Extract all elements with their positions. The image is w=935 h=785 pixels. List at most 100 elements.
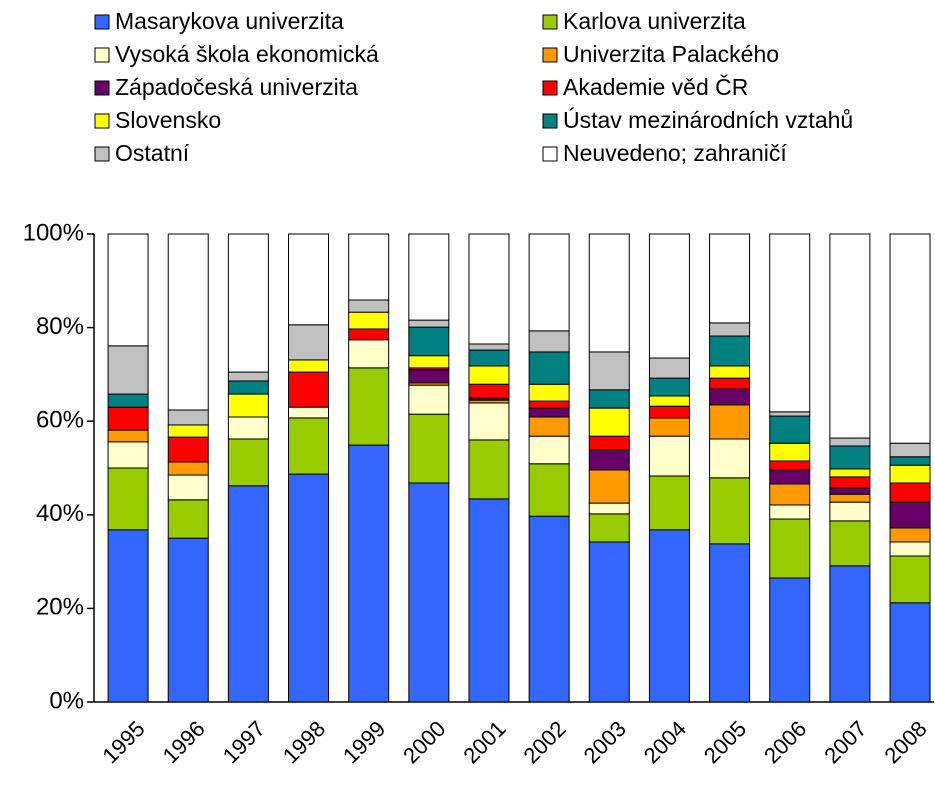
y-tick-label: 80% — [36, 313, 84, 340]
legend-label: Masarykova univerzita — [115, 8, 344, 34]
legend-swatch — [542, 14, 558, 30]
bar-segment — [528, 400, 570, 409]
bar-segment — [829, 501, 871, 522]
bar-segment — [709, 377, 751, 390]
bar-segment — [107, 529, 149, 703]
legend-swatch — [542, 47, 558, 63]
x-tick-label: 2003 — [579, 716, 631, 768]
bar-segment — [227, 233, 269, 373]
bar-segment — [648, 529, 690, 703]
bar-segment — [829, 445, 871, 470]
x-tick-label: 2005 — [699, 716, 751, 768]
legend-swatch — [94, 113, 110, 129]
y-tick-label: 100% — [23, 219, 84, 246]
bar-segment — [709, 322, 751, 337]
bar-segment — [588, 449, 630, 471]
bar-segment — [167, 499, 209, 539]
legend-swatch — [542, 113, 558, 129]
bar-segment — [288, 371, 330, 408]
bar-segment — [889, 482, 931, 503]
bar-segment — [107, 429, 149, 443]
bar-segment — [829, 437, 871, 447]
bar-segment — [167, 474, 209, 501]
bar-segment — [588, 389, 630, 409]
bar-segment — [588, 351, 630, 391]
bar-segment — [528, 233, 570, 332]
bar-segment — [227, 380, 269, 395]
bar-segment — [889, 233, 931, 444]
legend-label: Ostatní — [115, 140, 190, 166]
bar-segment — [648, 405, 690, 419]
bar-segment — [348, 311, 390, 330]
bar-segment — [408, 326, 450, 357]
bar-segment — [709, 388, 751, 406]
bar-segment — [648, 233, 690, 359]
bar-segment — [769, 504, 811, 520]
bar-segment — [889, 527, 931, 543]
bar-segment — [167, 424, 209, 438]
bar-segment — [769, 460, 811, 471]
x-tick-label: 2002 — [518, 716, 570, 768]
bar-segment — [648, 395, 690, 407]
bar-segment — [468, 343, 510, 351]
bar-segment — [528, 383, 570, 402]
bar-segment — [829, 565, 871, 703]
x-tick-label: 1995 — [97, 716, 149, 768]
bar-segment — [107, 441, 149, 469]
x-tick-label: 1996 — [158, 716, 210, 768]
bar-segment — [348, 299, 390, 313]
bar-segment — [408, 355, 450, 369]
legend-label: Karlova univerzita — [563, 8, 746, 34]
legend-label: Slovensko — [115, 107, 221, 133]
x-tick-label: 1998 — [278, 716, 330, 768]
bar-segment — [468, 365, 510, 385]
bar-segment — [648, 475, 690, 531]
y-tick-label: 40% — [36, 500, 84, 527]
bar-segment — [468, 349, 510, 367]
bar-segment — [227, 438, 269, 487]
x-tick-label: 2006 — [759, 716, 811, 768]
legend-label: Univerzita Palackého — [563, 41, 779, 67]
bar-segment — [709, 233, 751, 324]
bar-segment — [588, 233, 630, 353]
y-tick-label: 0% — [49, 687, 84, 714]
bar-segment — [408, 369, 450, 384]
bar-segment — [348, 328, 390, 341]
legend-swatch — [94, 80, 110, 96]
bar-segment — [288, 359, 330, 373]
bar-segment — [468, 233, 510, 345]
y-tick-label: 60% — [36, 407, 84, 434]
bar-segment — [528, 435, 570, 465]
x-tick-label: 1997 — [218, 716, 270, 768]
bar-segment — [348, 339, 390, 369]
legend-label: Západočeská univerzita — [115, 74, 358, 100]
bar-segment — [588, 435, 630, 451]
bar-segment — [167, 409, 209, 426]
bar-segment — [769, 415, 811, 444]
bar-segment — [769, 483, 811, 506]
bar-segment — [348, 233, 390, 301]
bar-segment — [709, 543, 751, 703]
legend-swatch — [94, 47, 110, 63]
bar-segment — [167, 233, 209, 411]
bar-segment — [227, 371, 269, 382]
bar-segment — [709, 404, 751, 440]
bar-segment — [528, 463, 570, 517]
x-tick-label: 1999 — [338, 716, 390, 768]
bar-segment — [829, 468, 871, 478]
bar-segment — [528, 407, 570, 418]
bar-segment — [288, 324, 330, 361]
x-tick-label: 2007 — [819, 716, 871, 768]
bar-segment — [288, 417, 330, 475]
bar-segment — [889, 541, 931, 557]
x-tick-label: 2000 — [398, 716, 450, 768]
bar-segment — [769, 233, 811, 413]
bar-segment — [648, 435, 690, 477]
bar-segment — [468, 383, 510, 399]
bar-segment — [167, 436, 209, 463]
bar-segment — [648, 357, 690, 379]
bar-segment — [348, 444, 390, 703]
bar-segment — [889, 501, 931, 529]
bar-segment — [528, 515, 570, 703]
